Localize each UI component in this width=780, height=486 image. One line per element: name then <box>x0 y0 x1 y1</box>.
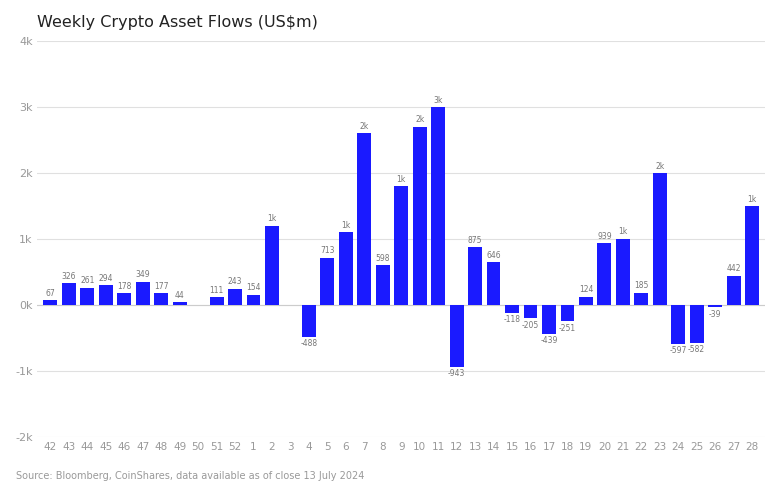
Bar <box>450 305 463 367</box>
Text: 646: 646 <box>486 251 501 260</box>
Text: Weekly Crypto Asset Flows (US$m): Weekly Crypto Asset Flows (US$m) <box>37 15 318 30</box>
Bar <box>154 293 168 305</box>
Bar <box>265 226 279 305</box>
Text: 243: 243 <box>228 278 243 286</box>
Bar <box>136 282 150 305</box>
Text: -205: -205 <box>522 321 539 330</box>
Bar <box>172 302 186 305</box>
Text: 3k: 3k <box>434 96 443 104</box>
Bar <box>228 289 242 305</box>
Text: 67: 67 <box>45 289 55 298</box>
Bar <box>468 247 482 305</box>
Bar <box>321 258 335 305</box>
Bar <box>413 127 427 305</box>
Text: -39: -39 <box>709 310 722 319</box>
Bar <box>708 305 722 307</box>
Bar <box>210 297 224 305</box>
Text: -118: -118 <box>504 315 520 324</box>
Bar <box>339 232 353 305</box>
Bar <box>431 107 445 305</box>
Text: 598: 598 <box>375 254 390 263</box>
Text: -943: -943 <box>448 369 466 378</box>
Text: Source: Bloomberg, CoinShares, data available as of close 13 July 2024: Source: Bloomberg, CoinShares, data avai… <box>16 471 364 481</box>
Bar <box>357 133 371 305</box>
Bar <box>745 206 759 305</box>
Bar <box>616 239 629 305</box>
Text: 349: 349 <box>136 270 150 279</box>
Bar <box>62 283 76 305</box>
Text: 1k: 1k <box>396 174 406 184</box>
Text: 294: 294 <box>98 274 113 283</box>
Bar <box>561 305 574 321</box>
Bar <box>690 305 704 343</box>
Bar <box>246 295 261 305</box>
Bar <box>376 265 390 305</box>
Text: 261: 261 <box>80 276 94 285</box>
Text: -597: -597 <box>669 347 687 355</box>
Bar <box>505 305 519 312</box>
Text: 713: 713 <box>320 246 335 256</box>
Text: 1k: 1k <box>268 214 277 223</box>
Text: -251: -251 <box>558 324 576 332</box>
Text: -439: -439 <box>541 336 558 345</box>
Bar <box>487 262 501 305</box>
Bar <box>117 293 131 305</box>
Bar <box>99 285 113 305</box>
Bar <box>302 305 316 337</box>
Text: 2k: 2k <box>415 115 424 124</box>
Text: 111: 111 <box>210 286 224 295</box>
Text: 875: 875 <box>468 236 482 245</box>
Text: 326: 326 <box>62 272 76 281</box>
Text: -582: -582 <box>688 346 705 354</box>
Text: 2k: 2k <box>655 161 665 171</box>
Text: 939: 939 <box>597 231 612 241</box>
Text: 44: 44 <box>175 291 185 299</box>
Bar <box>634 293 648 305</box>
Bar <box>597 243 612 305</box>
Text: 124: 124 <box>579 285 593 295</box>
Bar <box>44 300 58 305</box>
Bar <box>542 305 556 334</box>
Text: -488: -488 <box>300 339 317 348</box>
Text: 1k: 1k <box>747 194 757 204</box>
Text: 154: 154 <box>246 283 261 292</box>
Text: 1k: 1k <box>619 227 627 237</box>
Text: 1k: 1k <box>341 221 350 230</box>
Bar <box>672 305 685 344</box>
Bar <box>579 296 593 305</box>
Text: 185: 185 <box>634 281 648 290</box>
Bar <box>653 173 667 305</box>
Text: 177: 177 <box>154 282 168 291</box>
Bar <box>395 186 408 305</box>
Text: 178: 178 <box>117 282 132 291</box>
Bar <box>80 288 94 305</box>
Text: 442: 442 <box>726 264 741 273</box>
Bar <box>523 305 537 318</box>
Text: 2k: 2k <box>360 122 369 131</box>
Bar <box>727 276 740 305</box>
